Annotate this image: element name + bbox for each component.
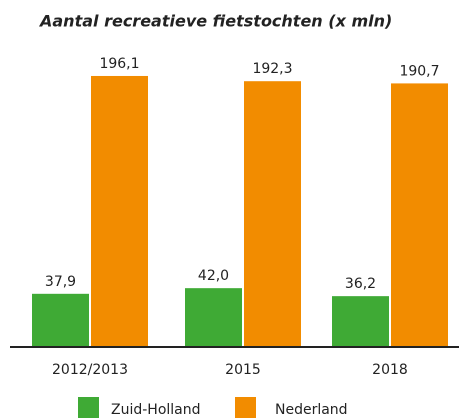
bar [391, 83, 448, 346]
x-tick-label: 2012/2013 [52, 362, 128, 378]
x-tick-label: 2018 [372, 362, 408, 378]
bar [244, 81, 301, 346]
chart-title: Aantal recreatieve fietstochten (x mln) [38, 12, 392, 31]
value-label: 196,1 [99, 56, 139, 72]
bar [32, 293, 89, 346]
value-label: 192,3 [252, 61, 292, 77]
value-label: 37,9 [45, 274, 76, 290]
legend-label: Nederland [275, 402, 348, 418]
legend-swatch [235, 397, 256, 418]
bar [332, 296, 389, 346]
bar [91, 75, 148, 346]
value-label: 190,7 [399, 63, 439, 79]
value-label: 42,0 [198, 268, 229, 284]
x-tick-label: 2015 [225, 362, 261, 378]
value-label: 36,2 [345, 276, 376, 292]
legend-label: Zuid-Holland [111, 402, 201, 418]
legend-swatch [78, 397, 99, 418]
bar [185, 288, 242, 346]
